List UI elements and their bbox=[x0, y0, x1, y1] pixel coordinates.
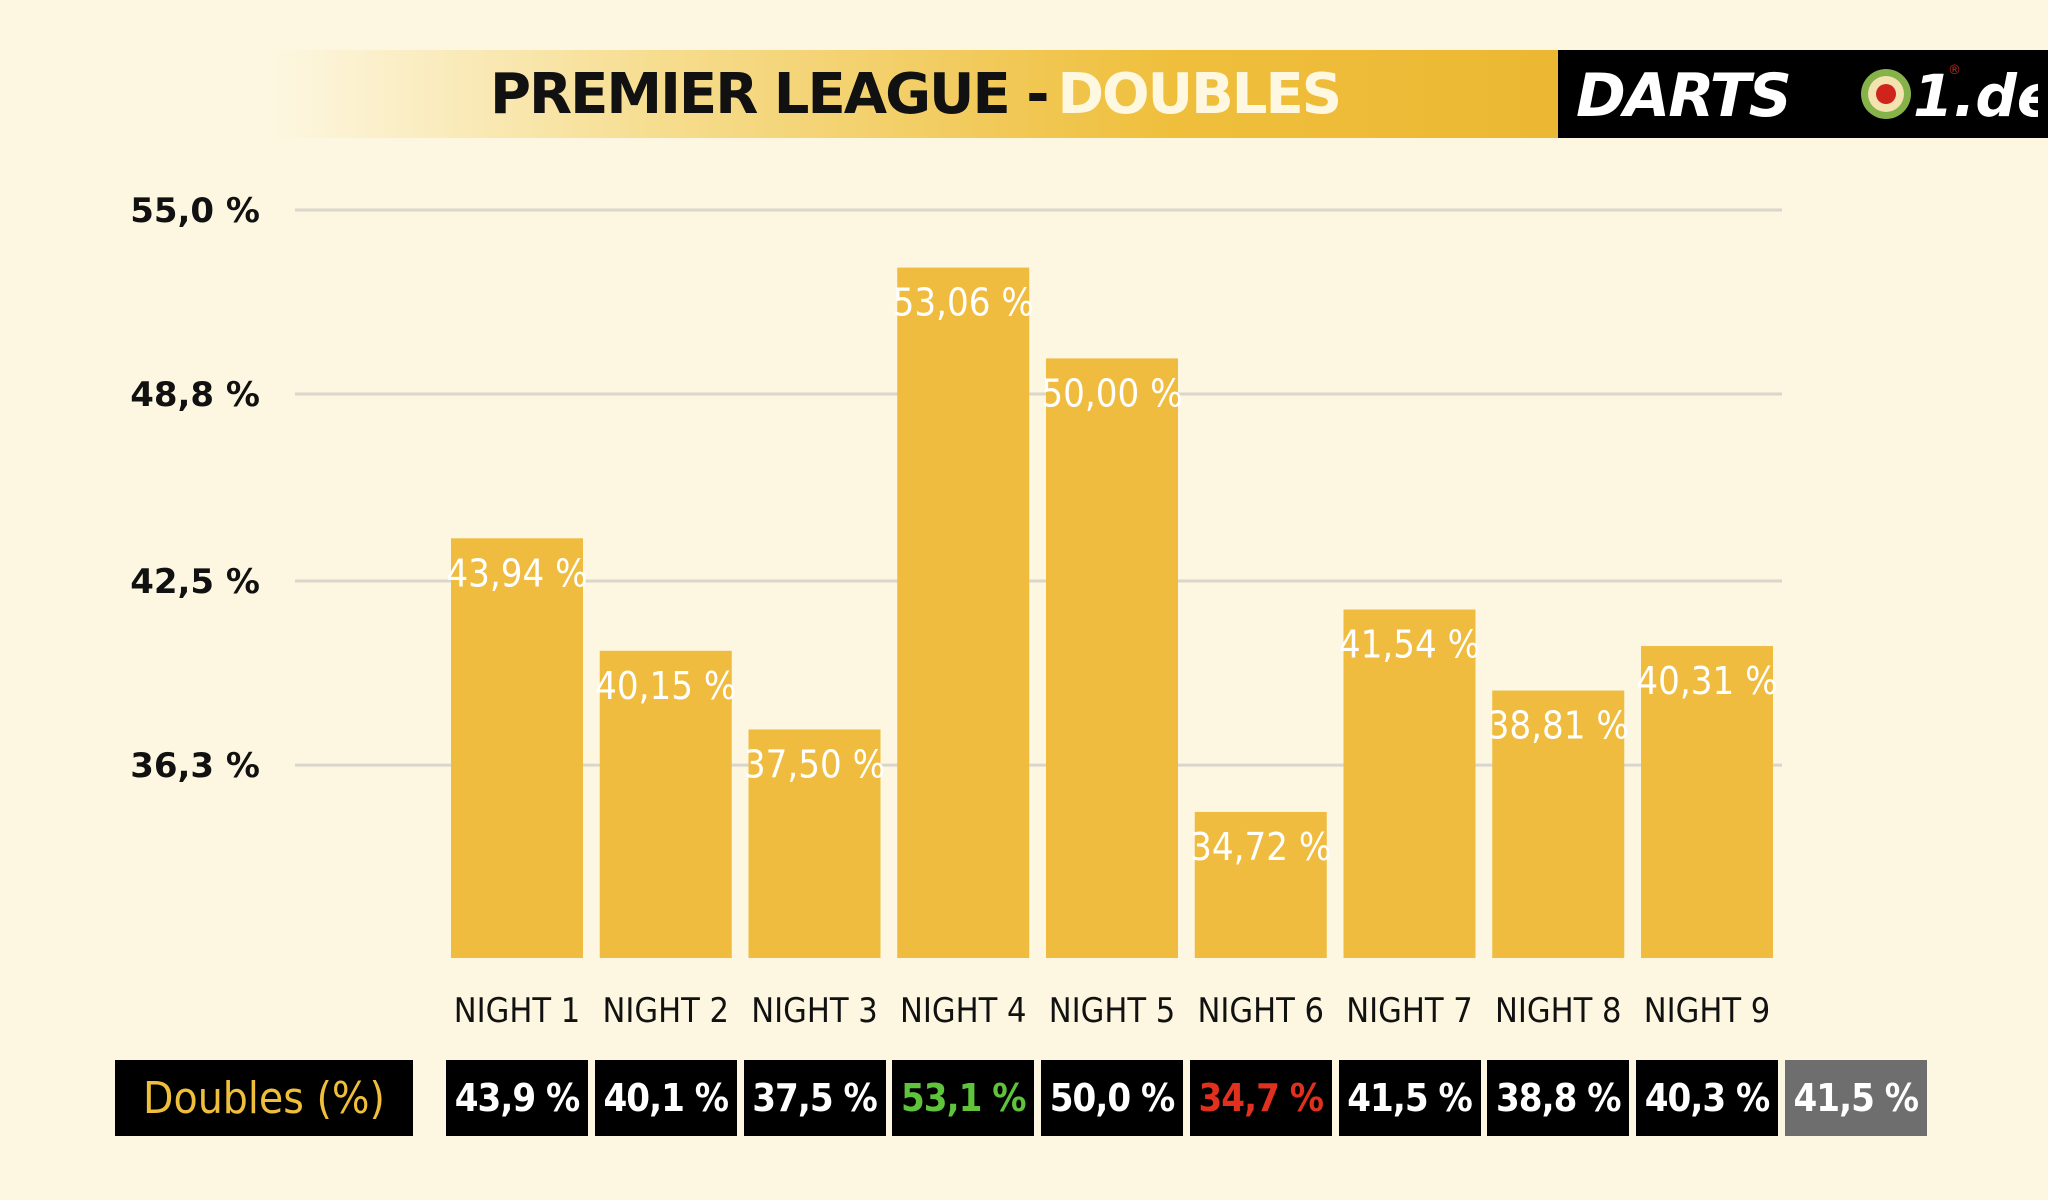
chart-title: PREMIER LEAGUE - DOUBLES bbox=[270, 50, 1560, 138]
bar-value-label: 53,06 % bbox=[893, 281, 1034, 325]
bar-value-label: 41,54 % bbox=[1339, 623, 1480, 667]
brand-logo: DARTS 1.de ® bbox=[1558, 50, 2048, 138]
y-tick-label: 48,8 % bbox=[130, 375, 260, 415]
bar bbox=[1492, 690, 1625, 958]
logo-graphic: DARTS 1.de ® bbox=[1576, 61, 2038, 131]
bar bbox=[451, 538, 583, 958]
y-tick-label: 42,5 % bbox=[130, 562, 260, 602]
bar bbox=[1046, 358, 1178, 958]
bar bbox=[599, 650, 732, 958]
y-tick-label: 36,3 % bbox=[130, 746, 260, 786]
y-axis-ticks: 36,3 % 42,5 % 48,8 % 55,0 % bbox=[130, 191, 260, 786]
bar-value-label: 38,81 % bbox=[1488, 704, 1629, 748]
x-tick-label: NIGHT 8 bbox=[1495, 991, 1621, 1031]
stats-row-label: Doubles (%) bbox=[115, 1060, 413, 1136]
x-tick-label: NIGHT 1 bbox=[454, 991, 580, 1031]
x-tick-label: NIGHT 4 bbox=[900, 991, 1026, 1031]
bar-value-label: 50,00 % bbox=[1041, 371, 1182, 415]
y-tick-label: 55,0 % bbox=[130, 191, 260, 231]
bars: 43,94 % 40,15 %37,50 % 53,06 % 50,00 % 34,72… bbox=[446, 267, 1778, 959]
x-tick-label: NIGHT 9 bbox=[1644, 991, 1770, 1031]
bar bbox=[897, 267, 1030, 959]
x-tick-label: NIGHT 6 bbox=[1198, 991, 1324, 1031]
x-tick-label: NIGHT 5 bbox=[1049, 991, 1175, 1031]
dartboard-icon bbox=[1861, 69, 1911, 119]
bar-value-label: 37,50 % bbox=[744, 742, 885, 786]
x-axis-labels: NIGHT 1 NIGHT 2 NIGHT 3 NIGHT 4 NIGHT 5 NIGHT… bbox=[454, 991, 1770, 1031]
bar-value-label: 43,94 % bbox=[446, 551, 587, 595]
bar bbox=[1343, 609, 1476, 958]
bar bbox=[748, 729, 881, 958]
bar-value-label: 40,31 % bbox=[1636, 659, 1777, 703]
x-tick-label: NIGHT 2 bbox=[603, 991, 729, 1031]
x-tick-label: NIGHT 7 bbox=[1346, 991, 1472, 1031]
bar-value-label: 34,72 % bbox=[1190, 825, 1331, 869]
bar-value-label: 40,15 % bbox=[595, 664, 736, 708]
bar bbox=[1194, 811, 1327, 958]
title-banner bbox=[270, 50, 1560, 138]
logo-suffix: 1.de bbox=[1913, 62, 2038, 130]
bar bbox=[1641, 646, 1773, 958]
registered-mark: ® bbox=[1948, 63, 1961, 78]
logo-text: DARTS bbox=[1576, 61, 1790, 131]
title-accent: DOUBLES bbox=[1057, 61, 1343, 127]
title-main: PREMIER LEAGUE - bbox=[489, 61, 1050, 127]
x-tick-label: NIGHT 3 bbox=[751, 991, 877, 1031]
